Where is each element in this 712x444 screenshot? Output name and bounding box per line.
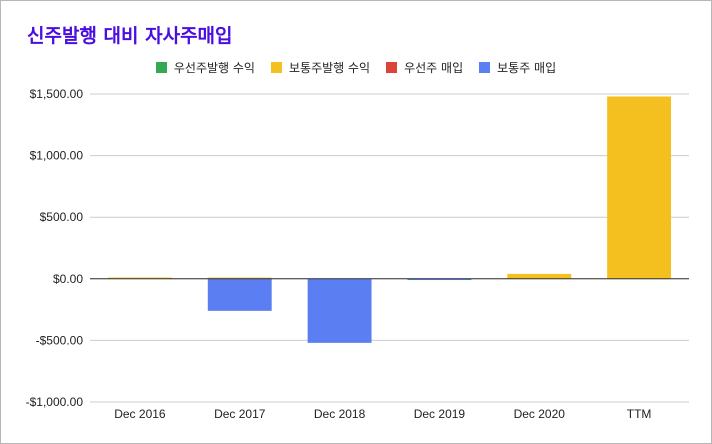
legend-label-preferred-buyback: 우선주 매입 <box>404 61 464 75</box>
x-tick-label: Dec 2020 <box>514 407 566 421</box>
x-tick-label: Dec 2017 <box>214 407 266 421</box>
bar-dec-2017-series-1[interactable] <box>207 277 272 279</box>
legend-label-common-issuance: 보통주발행 수익 <box>288 61 371 75</box>
legend-item-preferred-issuance[interactable]: 우선주발행 수익 <box>155 59 255 76</box>
y-tick-label: $1,500.00 <box>30 87 84 101</box>
chart-legend: 우선주발행 수익 보통주발행 수익 우선주 매입 보통주 매입 <box>1 59 711 76</box>
legend-item-preferred-buyback[interactable]: 우선주 매입 <box>386 59 463 76</box>
bar-dec-2017-series-3[interactable] <box>207 278 272 311</box>
bar-dec-2018-series-3[interactable] <box>307 278 372 343</box>
legend-swatch-preferred-buyback <box>386 62 398 73</box>
x-tick-label: TTM <box>627 407 652 421</box>
y-tick-label: -$1,000.00 <box>26 395 84 409</box>
legend-swatch-preferred-issuance <box>155 62 167 73</box>
legend-label-common-buyback: 보통주 매입 <box>497 61 557 75</box>
legend-item-common-issuance[interactable]: 보통주발행 수익 <box>270 59 371 76</box>
legend-swatch-common-issuance <box>270 62 282 73</box>
y-tick-label: $500.00 <box>40 210 84 224</box>
y-tick-label: $0.00 <box>53 272 83 286</box>
bar-dec-2020-series-1[interactable] <box>507 273 572 279</box>
bar-ttm-series-1[interactable] <box>607 96 672 279</box>
x-tick-label: Dec 2016 <box>114 407 166 421</box>
chart-title: 신주발행 대비 자사주매입 <box>27 25 233 47</box>
bar-dec-2019-series-3[interactable] <box>407 278 472 281</box>
legend-label-preferred-issuance: 우선주발행 수익 <box>173 61 255 75</box>
y-tick-label: -$500.00 <box>36 333 84 347</box>
bar-dec-2016-series-1[interactable] <box>107 277 172 279</box>
legend-item-common-buyback[interactable]: 보통주 매입 <box>479 59 556 76</box>
x-tick-label: Dec 2019 <box>414 407 466 421</box>
y-tick-label: $1,000.00 <box>30 149 84 163</box>
x-tick-label: Dec 2018 <box>314 407 366 421</box>
legend-swatch-common-buyback <box>479 62 491 73</box>
